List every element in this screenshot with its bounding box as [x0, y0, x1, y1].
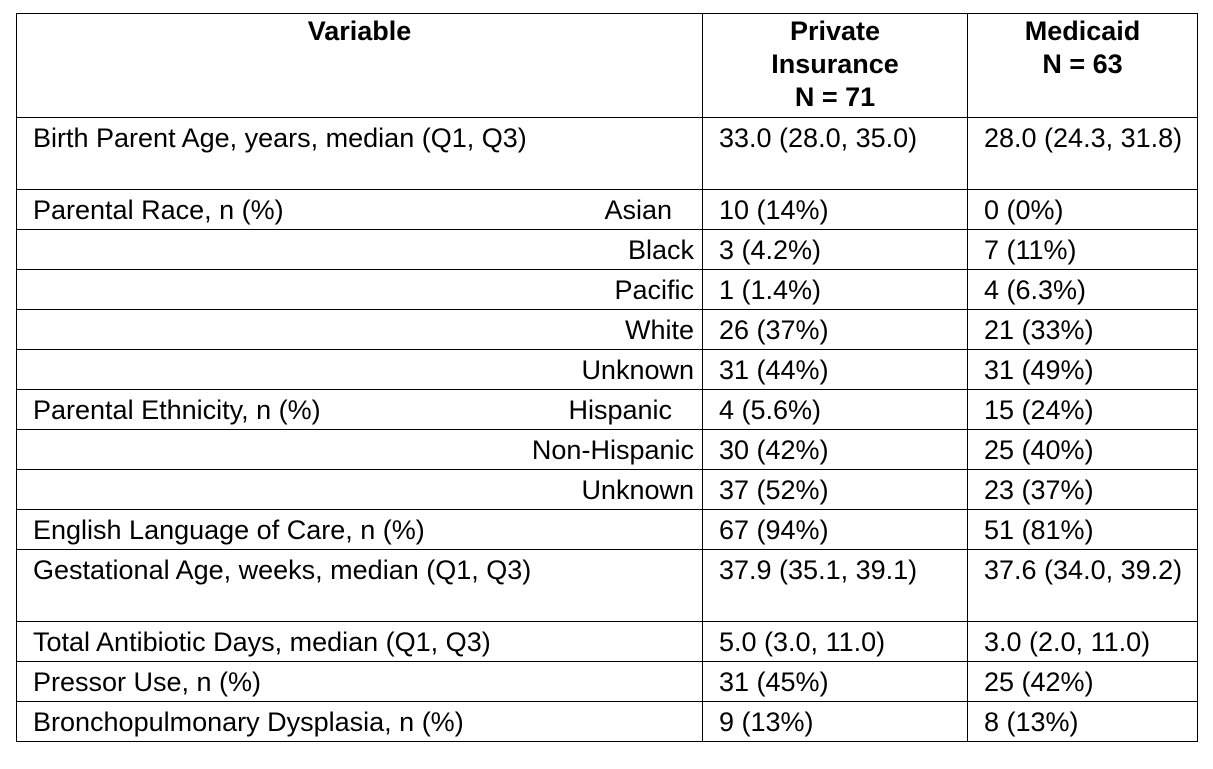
variable-label: Birth Parent Age, years, median (Q1, Q3): [33, 123, 527, 153]
variable-label: Pressor Use, n (%): [33, 667, 262, 697]
private-insurance-value: 4 (5.6%): [702, 389, 968, 430]
variable-label: Bronchopulmonary Dysplasia, n (%): [33, 707, 464, 737]
header-line: Variable: [307, 16, 412, 46]
variable-cell: Black: [16, 229, 703, 270]
variable-cell: Pacific: [16, 269, 703, 310]
header-line: N = 71: [794, 82, 876, 112]
variable-cell: Non-Hispanic: [16, 429, 703, 470]
variable-cell: Parental Race, n (%) Asian: [16, 189, 703, 230]
category-label: Pacific: [614, 275, 694, 305]
variable-label: English Language of Care, n (%): [33, 515, 425, 545]
private-insurance-value: 5.0 (3.0, 11.0): [702, 621, 968, 662]
private-insurance-value: 31 (45%): [702, 661, 968, 702]
table-row: Unknown 31 (44%) 31 (49%): [16, 349, 1198, 390]
header-line: Private: [789, 16, 881, 46]
private-insurance-value: 26 (37%): [702, 309, 968, 350]
medicaid-value: 25 (40%): [967, 429, 1198, 470]
table-row: Parental Race, n (%) Asian 10 (14%) 0 (0%): [16, 189, 1198, 230]
medicaid-value: 7 (11%): [967, 229, 1198, 270]
category-label: White: [624, 315, 694, 345]
header-row: Variable Private Insurance N = 71 Medica…: [16, 13, 1198, 118]
category-label: Non-Hispanic: [531, 435, 694, 465]
category-label: Asian: [604, 195, 672, 225]
category-label: Hispanic: [568, 395, 672, 425]
table-row: Gestational Age, weeks, median (Q1, Q3) 3…: [16, 549, 1198, 622]
category-label: Unknown: [581, 355, 694, 385]
private-insurance-value: 37.9 (35.1, 39.1): [702, 549, 968, 622]
table-row: Bronchopulmonary Dysplasia, n (%) 9 (13%)…: [16, 701, 1198, 742]
header-medicaid: Medicaid N = 63: [967, 13, 1198, 118]
private-insurance-value: 37 (52%): [702, 469, 968, 510]
medicaid-value: 25 (42%): [967, 661, 1198, 702]
header-line: N = 63: [1042, 49, 1123, 79]
variable-cell: Unknown: [16, 469, 703, 510]
medicaid-value: 4 (6.3%): [967, 269, 1198, 310]
private-insurance-value: 67 (94%): [702, 509, 968, 550]
private-insurance-value: 3 (4.2%): [702, 229, 968, 270]
private-insurance-value: 30 (42%): [702, 429, 968, 470]
variable-label: Parental Ethnicity, n (%): [33, 395, 321, 425]
private-insurance-value: 1 (1.4%): [702, 269, 968, 310]
variable-cell: Gestational Age, weeks, median (Q1, Q3): [16, 549, 703, 622]
private-insurance-value: 31 (44%): [702, 349, 968, 390]
header-line: Insurance: [771, 49, 899, 79]
header-private-insurance: Private Insurance N = 71: [702, 13, 968, 118]
medicaid-value: 23 (37%): [967, 469, 1198, 510]
variable-label: Total Antibiotic Days, median (Q1, Q3): [33, 627, 491, 657]
medicaid-value: 3.0 (2.0, 11.0): [967, 621, 1198, 662]
header-line: Medicaid: [1024, 16, 1141, 46]
table-row: English Language of Care, n (%) 67 (94%) 5…: [16, 509, 1198, 550]
table-row: Pacific 1 (1.4%) 4 (6.3%): [16, 269, 1198, 310]
category-label: Black: [627, 235, 694, 265]
table-row: Total Antibiotic Days, median (Q1, Q3) 5.…: [16, 621, 1198, 662]
variable-cell: Total Antibiotic Days, median (Q1, Q3): [16, 621, 703, 662]
medicaid-value: 15 (24%): [967, 389, 1198, 430]
variable-cell: Bronchopulmonary Dysplasia, n (%): [16, 701, 703, 742]
private-insurance-value: 10 (14%): [702, 189, 968, 230]
table-row: White 26 (37%) 21 (33%): [16, 309, 1198, 350]
private-insurance-value: 9 (13%): [702, 701, 968, 742]
variable-label: Gestational Age, weeks, median (Q1, Q3): [33, 555, 532, 585]
table-body: Birth Parent Age, years, median (Q1, Q3)…: [16, 117, 1198, 742]
variable-cell: Pressor Use, n (%): [16, 661, 703, 702]
variable-cell: White: [16, 309, 703, 350]
table-row: Birth Parent Age, years, median (Q1, Q3)…: [16, 117, 1198, 190]
table-row: Black 3 (4.2%) 7 (11%): [16, 229, 1198, 270]
variable-cell: Parental Ethnicity, n (%) Hispanic: [16, 389, 703, 430]
variable-label: Parental Race, n (%): [33, 195, 284, 225]
private-insurance-value: 33.0 (28.0, 35.0): [702, 117, 968, 190]
header-variable: Variable: [16, 13, 703, 118]
table-row: Pressor Use, n (%) 31 (45%) 25 (42%): [16, 661, 1198, 702]
table-row: Non-Hispanic 30 (42%) 25 (40%): [16, 429, 1198, 470]
medicaid-value: 21 (33%): [967, 309, 1198, 350]
variable-cell: English Language of Care, n (%): [16, 509, 703, 550]
table-row: Unknown 37 (52%) 23 (37%): [16, 469, 1198, 510]
variable-cell: Unknown: [16, 349, 703, 390]
medicaid-value: 31 (49%): [967, 349, 1198, 390]
data-table: Variable Private Insurance N = 71 Medica…: [16, 13, 1198, 742]
medicaid-value: 8 (13%): [967, 701, 1198, 742]
table-row: Parental Ethnicity, n (%) Hispanic 4 (5.6%…: [16, 389, 1198, 430]
medicaid-value: 28.0 (24.3, 31.8): [967, 117, 1198, 190]
category-label: Unknown: [581, 475, 694, 505]
medicaid-value: 51 (81%): [967, 509, 1198, 550]
variable-cell: Birth Parent Age, years, median (Q1, Q3): [16, 117, 703, 190]
medicaid-value: 37.6 (34.0, 39.2): [967, 549, 1198, 622]
medicaid-value: 0 (0%): [967, 189, 1198, 230]
